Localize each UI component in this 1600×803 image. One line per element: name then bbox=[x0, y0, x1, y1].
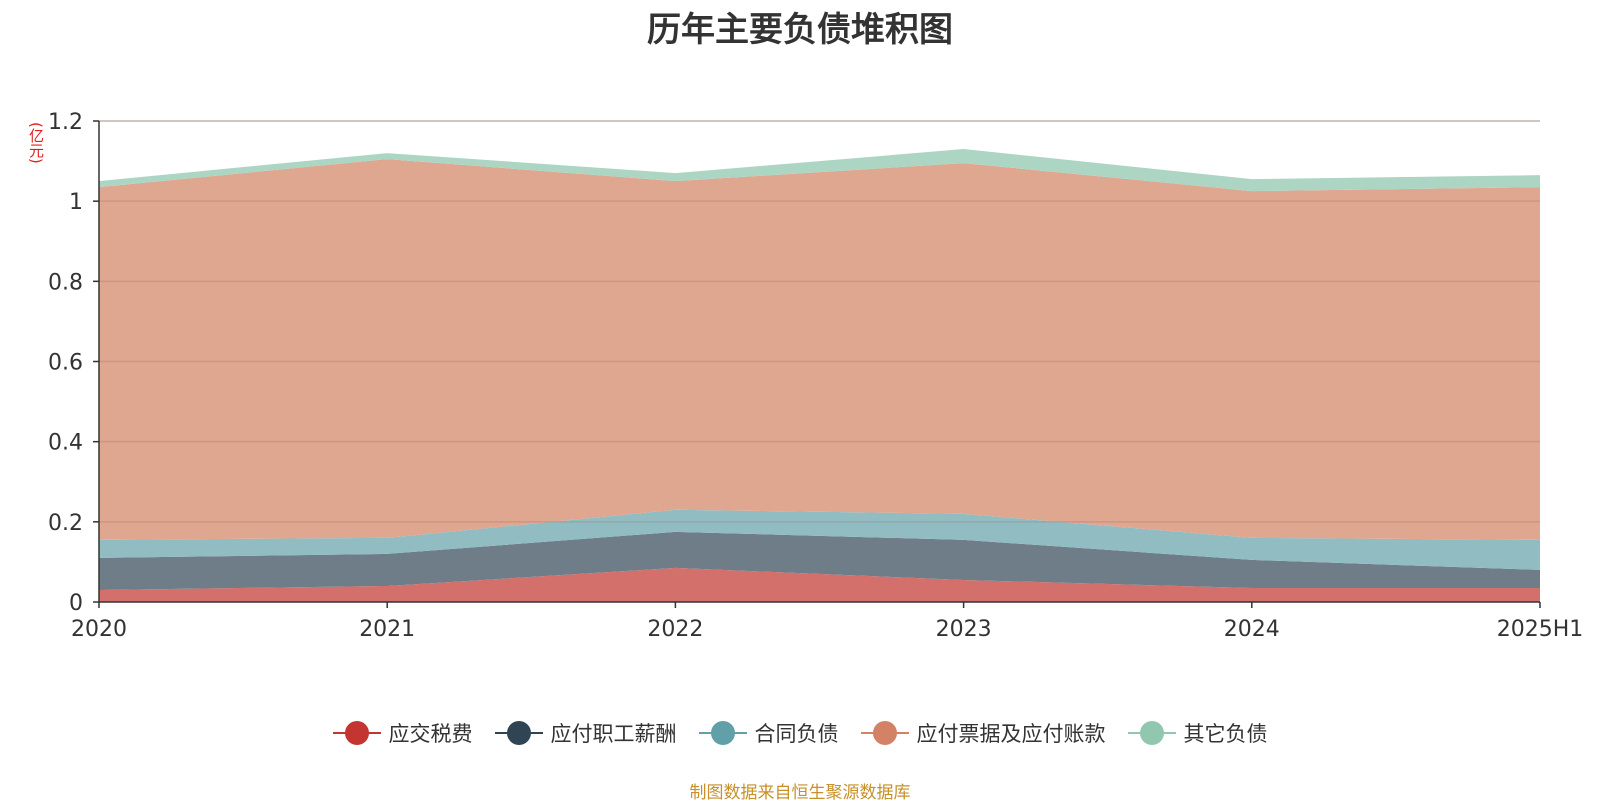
legend-item-1[interactable]: 应付职工薪酬 bbox=[494, 718, 677, 748]
x-tick-label-0: 2020 bbox=[71, 617, 127, 642]
legend-item-0[interactable]: 应交税费 bbox=[332, 718, 473, 748]
legend: 应交税费 应付职工薪酬 合同负债 应付票据及应付账款 其它负债 bbox=[0, 718, 1600, 748]
legend-label-4: 其它负债 bbox=[1183, 722, 1268, 746]
source-note: 制图数据来自恒生聚源数据库 bbox=[689, 783, 911, 803]
stacked-area-chart: 0 0.2 0.4 0.6 0.8 1 1.2 2020 2021 2022 2023 2024 202… bbox=[48, 110, 1583, 642]
area-series-1 bbox=[99, 531, 1540, 590]
area-series bbox=[99, 120, 1540, 602]
y-tick-label-0: 0 bbox=[69, 591, 83, 616]
area-series-3 bbox=[99, 159, 1540, 540]
legend-marker-2 bbox=[698, 721, 747, 745]
legend-marker-3 bbox=[860, 721, 909, 745]
x-tick-label-1: 2021 bbox=[359, 617, 415, 642]
y-tick-label-1: 0.2 bbox=[48, 511, 83, 536]
axes bbox=[93, 120, 1541, 608]
area-series-2 bbox=[99, 509, 1540, 570]
area-series-0 bbox=[99, 567, 1540, 602]
x-tick-label-4: 2024 bbox=[1224, 617, 1280, 642]
legend-marker-1 bbox=[494, 721, 543, 745]
legend-label-0: 应交税费 bbox=[388, 722, 473, 746]
legend-item-4[interactable]: 其它负债 bbox=[1127, 718, 1268, 748]
y-tick-label-6: 1.2 bbox=[48, 110, 83, 135]
legend-item-3[interactable]: 应付票据及应付账款 bbox=[860, 718, 1106, 748]
y-tick-label-3: 0.6 bbox=[48, 351, 83, 376]
x-tick-label-2: 2022 bbox=[647, 617, 703, 642]
x-tick-label-3: 2023 bbox=[936, 617, 992, 642]
legend-label-2: 合同负债 bbox=[754, 722, 839, 746]
x-tick-label-5: 2025H1 bbox=[1497, 617, 1584, 642]
chart-title: 历年主要负债堆积图 bbox=[647, 10, 953, 50]
legend-label-1: 应付职工薪酬 bbox=[550, 722, 677, 746]
legend-marker-0 bbox=[332, 721, 381, 745]
y-tick-label-5: 1 bbox=[69, 190, 83, 215]
tick-labels: 0 0.2 0.4 0.6 0.8 1 1.2 2020 2021 2022 2023 2024 202… bbox=[48, 110, 1583, 642]
legend-marker-4 bbox=[1127, 721, 1176, 745]
y-tick-label-4: 0.8 bbox=[48, 270, 83, 295]
y-axis-unit: (亿元) bbox=[27, 122, 45, 164]
legend-item-2[interactable]: 合同负债 bbox=[698, 718, 839, 748]
area-series-4 bbox=[99, 149, 1540, 192]
legend-label-3: 应付票据及应付账款 bbox=[916, 722, 1106, 746]
y-tick-label-2: 0.4 bbox=[48, 431, 83, 456]
